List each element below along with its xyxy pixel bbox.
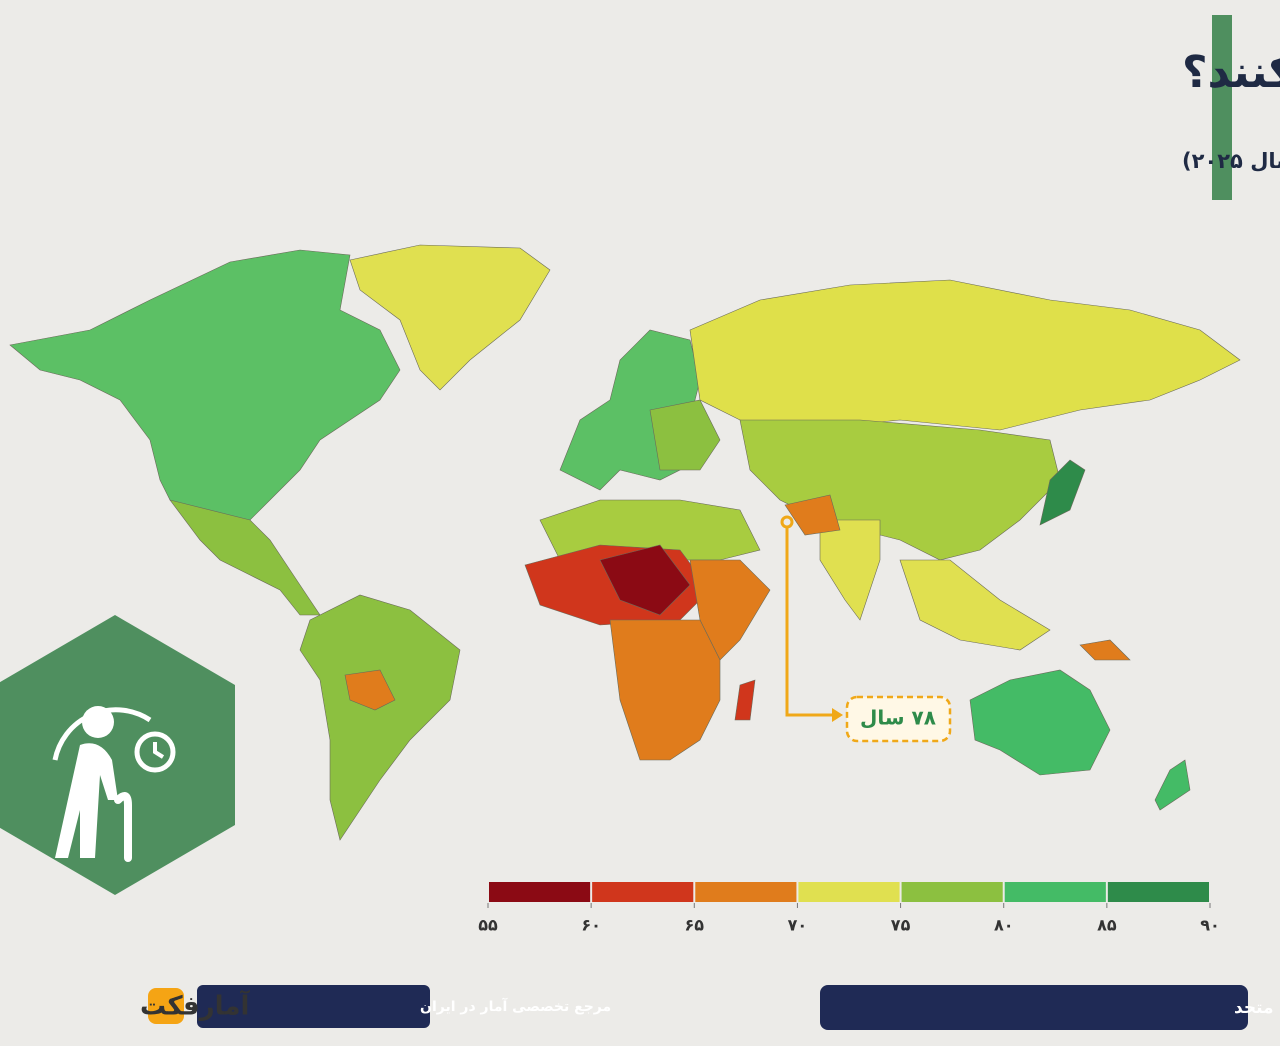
source-box <box>820 985 1248 1030</box>
afghanistan <box>784 494 841 536</box>
icon-hexagon <box>0 615 235 895</box>
nigeria-chad <box>599 544 691 616</box>
callout-line <box>785 527 835 717</box>
legend-swatch <box>1004 882 1106 902</box>
footer: منبع: کمیسیون جمعیت سازمان ملل متحد مرجع… <box>140 985 1280 1030</box>
new-zealand <box>1154 759 1191 811</box>
south-asia <box>819 519 881 621</box>
world-map <box>9 244 1241 841</box>
bolivia <box>344 669 396 711</box>
central-southern-africa <box>609 619 721 761</box>
legend-tick-label: ۵۵ <box>478 916 498 935</box>
legend-swatch <box>1107 882 1209 902</box>
legend-tick-label: ۹۰ <box>1200 916 1220 935</box>
callout-box <box>845 695 952 743</box>
legend-swatch <box>798 882 900 902</box>
greenland <box>349 244 551 391</box>
legend-tick-label: ۷۰ <box>788 916 808 935</box>
legend-tick-label: ۷۵ <box>891 916 911 935</box>
legend-swatch <box>489 882 591 902</box>
north-america <box>9 249 401 521</box>
callout-arrow <box>832 708 843 722</box>
legend-swatch <box>592 882 694 902</box>
title: مردم کدام کشورها بیشتر عمر می‌کنند؟ <box>1182 47 1280 98</box>
south-america <box>299 594 461 841</box>
japan <box>1039 459 1086 526</box>
logo: آمارفکت <box>140 990 250 1022</box>
subtitle: میانگین سن امید به زندگی در کشورهای جهان… <box>1182 148 1280 173</box>
asia <box>739 419 1061 561</box>
tagline: مرجع تخصصی آمار در ایران <box>420 997 611 1015</box>
legend-swatch <box>901 882 1003 902</box>
legend-swatch <box>695 882 797 902</box>
mexico-central-america <box>169 499 321 616</box>
legend-tick-label: ۸۰ <box>994 916 1014 935</box>
legend-tick-label: ۶۵ <box>685 916 705 935</box>
eastern-europe <box>649 399 721 471</box>
legend-tick-label: ۶۰ <box>581 916 601 935</box>
source: منبع: کمیسیون جمعیت سازمان ملل متحد <box>1234 998 1280 1018</box>
tagline-box <box>197 985 430 1028</box>
papua <box>1079 639 1131 661</box>
legend-tick-label: ۸۵ <box>1097 916 1117 935</box>
callout: ۷۸ سال <box>780 515 952 743</box>
australia <box>969 669 1111 776</box>
elderly-icon <box>52 706 176 862</box>
madagascar <box>734 679 756 721</box>
logo-icon <box>148 988 184 1024</box>
accent-bar <box>1212 15 1232 200</box>
southeast-asia <box>899 559 1051 651</box>
callout-label: ۷۸ سال <box>860 706 936 730</box>
legend: ۵۵ ۶۰ ۶۵ ۷۰ ۷۵ ۸۰ ۸۵ ۹۰ <box>478 882 1220 935</box>
